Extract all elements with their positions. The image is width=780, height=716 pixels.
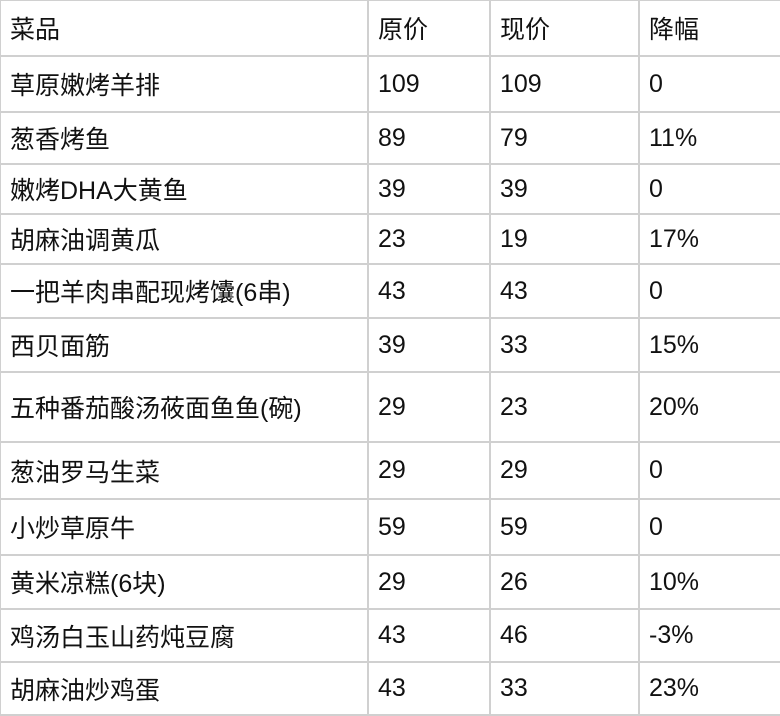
cell-discount: 0 xyxy=(638,263,780,319)
cell-discount: 0 xyxy=(638,441,780,500)
table-row: 嫩烤DHA大黄鱼 39 39 0 xyxy=(0,163,780,215)
cell-dish-name: 鸡汤白玉山药炖豆腐 xyxy=(0,608,369,663)
table-row: 胡麻油调黄瓜 23 19 17% xyxy=(0,213,780,265)
cell-discount: 17% xyxy=(638,213,780,265)
header-current-price: 现价 xyxy=(489,0,640,57)
cell-dish-name: 小炒草原牛 xyxy=(0,498,369,556)
cell-current-price: 59 xyxy=(489,498,640,556)
header-dish-name: 菜品 xyxy=(0,0,369,57)
cell-dish-name: 葱香烤鱼 xyxy=(0,111,369,165)
cell-original-price: 39 xyxy=(367,317,491,373)
cell-current-price: 43 xyxy=(489,263,640,319)
cell-discount: -3% xyxy=(638,608,780,663)
cell-discount: 0 xyxy=(638,163,780,215)
cell-original-price: 43 xyxy=(367,263,491,319)
cell-original-price: 59 xyxy=(367,498,491,556)
table-row: 西贝面筋 39 33 15% xyxy=(0,317,780,373)
cell-dish-name: 黄米凉糕(6块) xyxy=(0,554,369,610)
cell-current-price: 26 xyxy=(489,554,640,610)
cell-current-price: 19 xyxy=(489,213,640,265)
cell-current-price: 23 xyxy=(489,371,640,443)
table-row: 小炒草原牛 59 59 0 xyxy=(0,498,780,556)
cell-discount: 0 xyxy=(638,55,780,113)
cell-original-price: 29 xyxy=(367,554,491,610)
cell-current-price: 79 xyxy=(489,111,640,165)
cell-current-price: 109 xyxy=(489,55,640,113)
cell-dish-name: 嫩烤DHA大黄鱼 xyxy=(0,163,369,215)
header-original-price: 原价 xyxy=(367,0,491,57)
table-row: 胡麻油炒鸡蛋 43 33 23% xyxy=(0,661,780,716)
table-row: 鸡汤白玉山药炖豆腐 43 46 -3% xyxy=(0,608,780,663)
table-row: 草原嫩烤羊排 109 109 0 xyxy=(0,55,780,113)
cell-discount: 20% xyxy=(638,371,780,443)
cell-dish-name: 西贝面筋 xyxy=(0,317,369,373)
cell-discount: 11% xyxy=(638,111,780,165)
table-row: 五种番茄酸汤莜面鱼鱼(碗) 29 23 20% xyxy=(0,371,780,443)
cell-discount: 0 xyxy=(638,498,780,556)
cell-current-price: 46 xyxy=(489,608,640,663)
cell-discount: 10% xyxy=(638,554,780,610)
cell-current-price: 33 xyxy=(489,317,640,373)
cell-current-price: 33 xyxy=(489,661,640,716)
table-row: 葱油罗马生菜 29 29 0 xyxy=(0,441,780,500)
cell-dish-name: 胡麻油炒鸡蛋 xyxy=(0,661,369,716)
cell-discount: 15% xyxy=(638,317,780,373)
cell-dish-name: 葱油罗马生菜 xyxy=(0,441,369,500)
cell-original-price: 39 xyxy=(367,163,491,215)
cell-current-price: 29 xyxy=(489,441,640,500)
table-row: 黄米凉糕(6块) 29 26 10% xyxy=(0,554,780,610)
cell-dish-name: 草原嫩烤羊排 xyxy=(0,55,369,113)
cell-original-price: 29 xyxy=(367,441,491,500)
table-row: 一把羊肉串配现烤馕(6串) 43 43 0 xyxy=(0,263,780,319)
cell-original-price: 23 xyxy=(367,213,491,265)
cell-discount: 23% xyxy=(638,661,780,716)
cell-dish-name: 一把羊肉串配现烤馕(6串) xyxy=(0,263,369,319)
header-discount: 降幅 xyxy=(638,0,780,57)
table-row: 葱香烤鱼 89 79 11% xyxy=(0,111,780,165)
cell-original-price: 43 xyxy=(367,608,491,663)
header-row: 菜品 原价 现价 降幅 xyxy=(0,0,780,57)
cell-original-price: 29 xyxy=(367,371,491,443)
cell-original-price: 89 xyxy=(367,111,491,165)
cell-original-price: 109 xyxy=(367,55,491,113)
cell-dish-name: 五种番茄酸汤莜面鱼鱼(碗) xyxy=(0,371,369,443)
cell-dish-name: 胡麻油调黄瓜 xyxy=(0,213,369,265)
cell-current-price: 39 xyxy=(489,163,640,215)
cell-original-price: 43 xyxy=(367,661,491,716)
